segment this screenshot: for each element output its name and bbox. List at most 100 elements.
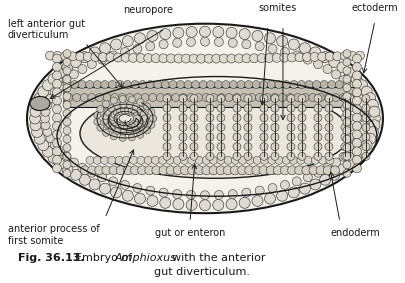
Circle shape bbox=[238, 166, 247, 175]
Circle shape bbox=[46, 134, 55, 143]
Circle shape bbox=[109, 177, 118, 186]
Circle shape bbox=[352, 63, 361, 72]
Circle shape bbox=[147, 31, 158, 41]
Circle shape bbox=[207, 81, 215, 89]
Circle shape bbox=[62, 62, 73, 73]
Circle shape bbox=[217, 133, 225, 141]
Circle shape bbox=[179, 123, 187, 131]
Circle shape bbox=[101, 81, 109, 89]
Circle shape bbox=[271, 104, 279, 112]
Circle shape bbox=[136, 53, 145, 63]
Circle shape bbox=[89, 179, 100, 190]
Circle shape bbox=[83, 52, 92, 61]
Circle shape bbox=[46, 94, 55, 103]
Circle shape bbox=[323, 163, 332, 172]
Circle shape bbox=[224, 156, 232, 164]
Circle shape bbox=[226, 27, 237, 38]
Circle shape bbox=[298, 152, 306, 160]
Circle shape bbox=[152, 166, 161, 175]
Circle shape bbox=[100, 156, 109, 164]
Circle shape bbox=[295, 53, 304, 62]
Circle shape bbox=[88, 93, 96, 102]
Circle shape bbox=[53, 88, 62, 97]
Circle shape bbox=[265, 53, 274, 63]
Circle shape bbox=[34, 93, 45, 104]
Circle shape bbox=[344, 158, 356, 169]
Circle shape bbox=[173, 27, 184, 38]
Circle shape bbox=[130, 166, 139, 175]
Circle shape bbox=[255, 186, 264, 195]
Circle shape bbox=[50, 140, 59, 149]
Circle shape bbox=[286, 93, 294, 102]
Circle shape bbox=[50, 88, 59, 97]
Circle shape bbox=[190, 133, 198, 141]
Circle shape bbox=[277, 36, 288, 47]
Circle shape bbox=[133, 44, 142, 53]
Circle shape bbox=[343, 50, 351, 58]
Circle shape bbox=[326, 156, 334, 164]
Circle shape bbox=[55, 146, 64, 155]
Circle shape bbox=[194, 93, 202, 102]
Circle shape bbox=[320, 174, 330, 185]
Circle shape bbox=[102, 113, 109, 120]
Circle shape bbox=[93, 81, 101, 89]
Circle shape bbox=[134, 33, 145, 44]
Circle shape bbox=[343, 118, 351, 126]
FancyBboxPatch shape bbox=[64, 87, 356, 108]
Circle shape bbox=[352, 71, 361, 80]
Circle shape bbox=[288, 166, 296, 175]
Circle shape bbox=[173, 38, 182, 47]
Circle shape bbox=[314, 133, 322, 141]
Circle shape bbox=[228, 38, 237, 47]
Circle shape bbox=[304, 156, 312, 164]
Text: gut diverticulum.: gut diverticulum. bbox=[154, 267, 250, 277]
Circle shape bbox=[209, 166, 218, 175]
Circle shape bbox=[87, 60, 96, 69]
Circle shape bbox=[179, 95, 187, 102]
Circle shape bbox=[325, 104, 333, 112]
Circle shape bbox=[339, 152, 348, 161]
Circle shape bbox=[231, 156, 239, 164]
Circle shape bbox=[325, 123, 333, 131]
Circle shape bbox=[260, 123, 268, 131]
Circle shape bbox=[159, 156, 167, 164]
Circle shape bbox=[43, 101, 52, 110]
Circle shape bbox=[98, 53, 107, 62]
Circle shape bbox=[360, 121, 369, 130]
Circle shape bbox=[314, 104, 322, 112]
Circle shape bbox=[117, 123, 124, 130]
Circle shape bbox=[230, 166, 239, 175]
Circle shape bbox=[216, 166, 225, 175]
Circle shape bbox=[137, 156, 145, 164]
Circle shape bbox=[343, 101, 351, 109]
Circle shape bbox=[314, 143, 322, 151]
Circle shape bbox=[298, 133, 306, 141]
Circle shape bbox=[149, 93, 157, 102]
Circle shape bbox=[337, 164, 348, 175]
Circle shape bbox=[343, 92, 351, 100]
Circle shape bbox=[346, 95, 354, 102]
Circle shape bbox=[96, 93, 103, 102]
Circle shape bbox=[124, 166, 132, 175]
Circle shape bbox=[111, 93, 119, 102]
Circle shape bbox=[172, 93, 180, 102]
Circle shape bbox=[252, 166, 261, 175]
Circle shape bbox=[30, 120, 41, 131]
Circle shape bbox=[335, 81, 343, 89]
Circle shape bbox=[355, 94, 364, 103]
Circle shape bbox=[244, 143, 252, 151]
Circle shape bbox=[343, 161, 351, 169]
Circle shape bbox=[163, 114, 171, 122]
Circle shape bbox=[325, 114, 333, 122]
Text: with the anterior: with the anterior bbox=[172, 253, 265, 263]
Circle shape bbox=[214, 37, 224, 46]
Circle shape bbox=[343, 81, 351, 89]
Circle shape bbox=[344, 68, 356, 79]
Circle shape bbox=[94, 118, 101, 125]
Circle shape bbox=[311, 156, 320, 164]
Circle shape bbox=[100, 183, 111, 194]
Circle shape bbox=[214, 190, 224, 200]
Circle shape bbox=[288, 187, 299, 198]
Circle shape bbox=[343, 58, 351, 66]
Circle shape bbox=[295, 166, 304, 175]
